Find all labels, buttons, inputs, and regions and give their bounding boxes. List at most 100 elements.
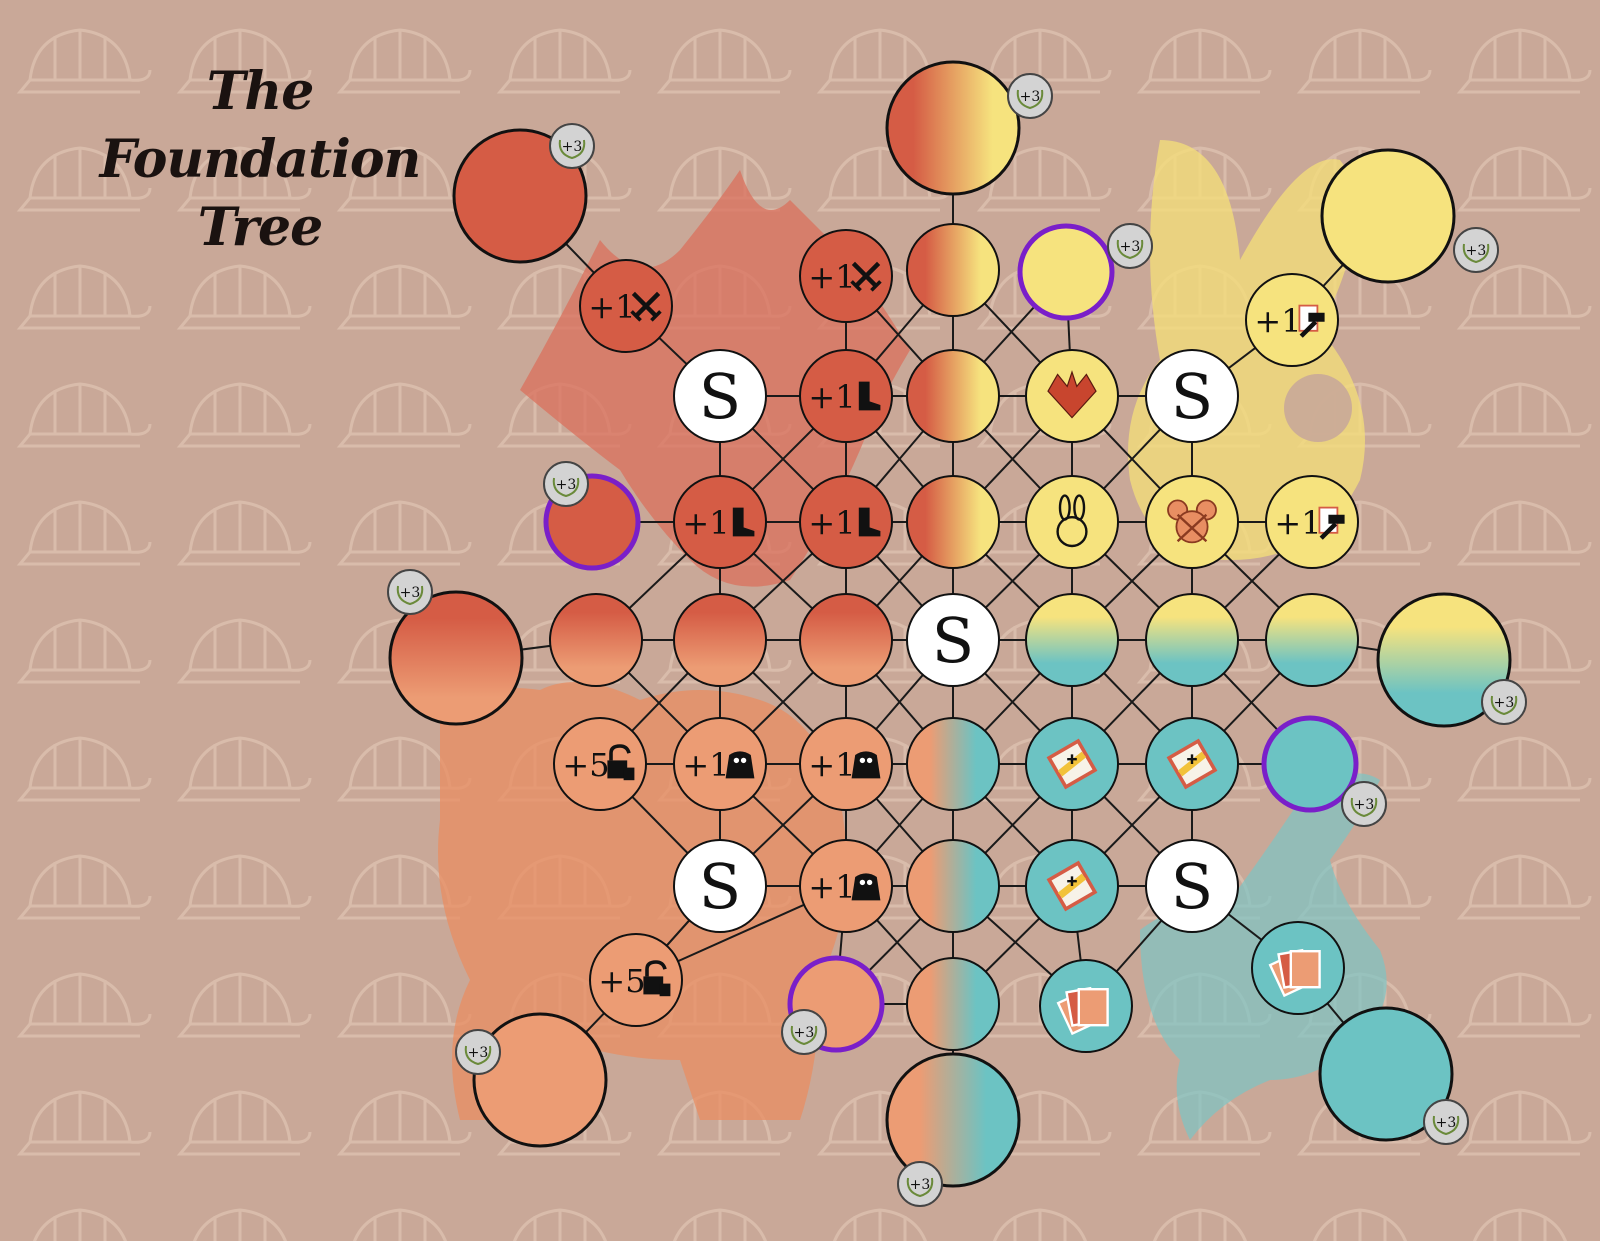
node-bonus-label: +1 <box>1254 302 1301 340</box>
skill-node-d3[interactable] <box>799 593 893 687</box>
card-plus-icon <box>1046 738 1098 790</box>
bonus-badge: +3 <box>455 1029 501 1075</box>
node-bonus-label: +1 <box>808 868 855 906</box>
start-node-label: S <box>699 850 741 923</box>
hammer-icon <box>1298 304 1325 338</box>
start-node-label: S <box>1171 850 1213 923</box>
boot-icon <box>858 381 881 411</box>
skill-node-c3[interactable] <box>906 475 1000 569</box>
hammer-icon <box>1318 506 1345 540</box>
skill-node-p3[interactable]: +3 <box>1261 715 1387 827</box>
card-plus-icon <box>1046 860 1098 912</box>
skill-node-c1[interactable]: +1 <box>673 475 767 569</box>
skill-node-b2[interactable] <box>906 349 1000 443</box>
skill-node-e6[interactable] <box>1145 717 1239 811</box>
skill-node-s2[interactable]: S <box>1145 349 1239 443</box>
crossed-swords-icon <box>630 291 662 322</box>
skill-node-s3[interactable]: S <box>673 839 767 933</box>
fox-icon <box>1047 370 1097 419</box>
skill-node-c5[interactable] <box>1145 475 1239 569</box>
skill-node-s4[interactable]: S <box>1145 839 1239 933</box>
skill-node-c6[interactable]: +1 <box>1265 475 1359 569</box>
node-bonus-label: +1 <box>808 504 855 542</box>
bonus-badge-label: +3 <box>1120 239 1141 255</box>
padlock-icon <box>643 960 671 997</box>
skill-node-e5[interactable] <box>1025 717 1119 811</box>
skill-node-n-tr[interactable]: +3 <box>1320 148 1499 284</box>
skill-node-n-tl[interactable]: +3 <box>452 123 595 264</box>
bonus-badge-label: +3 <box>556 477 577 493</box>
card-fan-icon <box>1056 986 1109 1036</box>
node-bonus-label: +5 <box>598 962 645 1000</box>
start-node-label: S <box>1171 360 1213 433</box>
skill-node-a1[interactable]: +1 <box>579 259 673 353</box>
skill-node-s1[interactable]: S <box>673 349 767 443</box>
skill-node-d6[interactable] <box>1145 593 1239 687</box>
start-node-label: S <box>932 604 974 677</box>
skill-node-g5[interactable] <box>1251 921 1345 1015</box>
bonus-badge-label: +3 <box>794 1025 815 1041</box>
skill-node-a3[interactable] <box>906 223 1000 317</box>
skill-node-d1[interactable] <box>549 593 643 687</box>
skill-node-e4[interactable] <box>906 717 1000 811</box>
skill-node-n-top[interactable]: +3 <box>885 60 1053 196</box>
node-bonus-label: +5 <box>562 746 609 784</box>
skill-node-f2[interactable]: +1 <box>799 839 893 933</box>
bonus-badge: +3 <box>387 569 433 615</box>
boot-icon <box>732 507 755 537</box>
skill-node-n-bl[interactable]: +3 <box>455 1012 608 1148</box>
page-title: The Foundation Tree <box>40 58 480 262</box>
bonus-badge: +3 <box>543 461 589 507</box>
skill-node-sc[interactable]: S <box>906 593 1000 687</box>
skill-node-n-r[interactable]: +3 <box>1376 592 1527 728</box>
bonus-badge: +3 <box>1481 679 1527 725</box>
skill-node-n-br[interactable]: +3 <box>1318 1006 1469 1145</box>
skill-node-d5[interactable] <box>1025 593 1119 687</box>
skill-node-d7[interactable] <box>1265 593 1359 687</box>
cloak-icon <box>851 873 881 901</box>
skill-node-f3[interactable] <box>906 839 1000 933</box>
bonus-badge: +3 <box>781 1009 827 1055</box>
bonus-badge-label: +3 <box>1436 1115 1457 1131</box>
skill-node-g3[interactable] <box>906 957 1000 1051</box>
skill-node-e2[interactable]: +1 <box>673 717 767 811</box>
skill-node-d2[interactable] <box>673 593 767 687</box>
skill-node-c2[interactable]: +1 <box>799 475 893 569</box>
skill-node-g1[interactable]: +5 <box>589 933 683 1027</box>
skill-node-n-bot[interactable]: +3 <box>885 1052 1021 1207</box>
bonus-badge: +3 <box>1007 73 1053 119</box>
crossed-swords-icon <box>850 261 882 292</box>
node-bonus-label: +1 <box>808 258 855 296</box>
skill-node-p2[interactable]: +3 <box>543 461 641 571</box>
bonus-badge-label: +3 <box>910 1177 931 1193</box>
skill-node-p1[interactable]: +3 <box>1017 223 1153 321</box>
bonus-badge-label: +3 <box>1020 89 1041 105</box>
bonus-badge-label: +3 <box>562 139 583 155</box>
skill-node-b1[interactable]: +1 <box>799 349 893 443</box>
skill-node-e1[interactable]: +5 <box>553 717 647 811</box>
node-bonus-label: +1 <box>1274 504 1321 542</box>
bonus-badge-label: +3 <box>1494 695 1515 711</box>
skill-node-e3[interactable]: +1 <box>799 717 893 811</box>
bonus-badge: +3 <box>1341 781 1387 827</box>
node-bonus-label: +1 <box>808 378 855 416</box>
skill-node-c4[interactable] <box>1025 475 1119 569</box>
node-bonus-label: +1 <box>588 288 635 326</box>
start-node-label: S <box>699 360 741 433</box>
node-bonus-label: +1 <box>682 504 729 542</box>
title-line-2: Tree <box>197 197 323 258</box>
skill-node-a4[interactable]: +1 <box>1245 273 1339 367</box>
title-line-1: The Foundation <box>99 61 422 190</box>
skill-node-g4[interactable] <box>1039 959 1133 1053</box>
cloak-icon <box>851 751 881 779</box>
padlock-icon <box>607 744 635 781</box>
card-plus-icon <box>1166 738 1218 790</box>
skill-node-n-l[interactable]: +3 <box>387 569 524 726</box>
skill-node-a2[interactable]: +1 <box>799 229 893 323</box>
skill-node-b3[interactable] <box>1025 349 1119 443</box>
skill-node-p4[interactable]: +3 <box>781 955 885 1055</box>
skill-node-f4[interactable] <box>1025 839 1119 933</box>
node-bonus-label: +1 <box>682 746 729 784</box>
bunny-icon <box>1056 494 1088 548</box>
